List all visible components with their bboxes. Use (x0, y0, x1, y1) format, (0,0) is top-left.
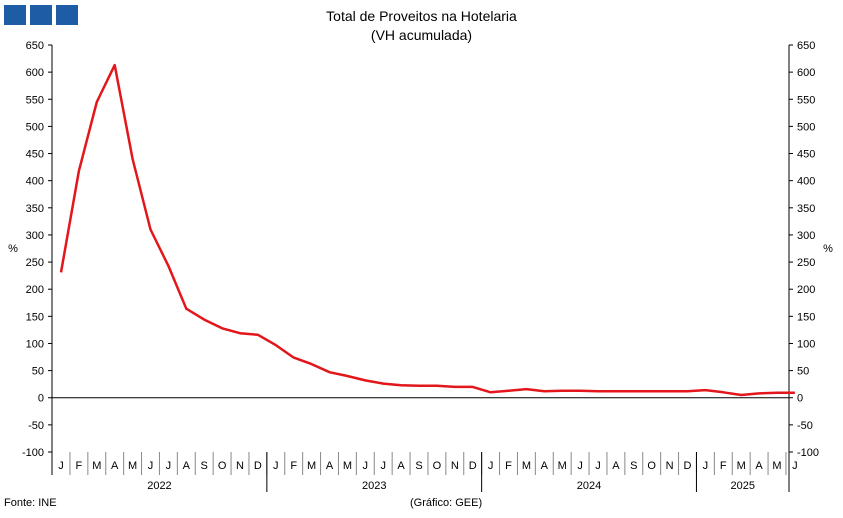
month-tick-label: F (505, 460, 512, 472)
right-tick-label: 200 (797, 284, 815, 296)
left-tick-label: 300 (26, 230, 44, 242)
month-tick-label: F (720, 460, 727, 472)
month-tick-label: A (183, 460, 191, 472)
left-tick-label: 50 (32, 366, 44, 378)
right-tick-label: 300 (797, 230, 815, 242)
right-tick-label: 50 (797, 366, 809, 378)
chart-marks (59, 63, 795, 397)
month-tick-label: O (218, 460, 227, 472)
month-tick-label: M (128, 460, 137, 472)
year-label: 2025 (730, 480, 754, 492)
right-tick-label: 250 (797, 257, 815, 269)
left-tick-label: 500 (26, 121, 44, 133)
month-tick-label: D (684, 460, 692, 472)
month-tick-label: A (111, 460, 119, 472)
logo-square-3 (56, 5, 78, 25)
month-tick-label: J (792, 460, 798, 472)
month-tick-label: D (469, 460, 477, 472)
month-tick-label: D (254, 460, 262, 472)
month-tick-label: N (451, 460, 459, 472)
month-tick-label: A (397, 460, 405, 472)
month-tick-label: J (273, 460, 279, 472)
year-label: 2024 (577, 480, 601, 492)
month-tick-label: J (363, 460, 369, 472)
left-tick-label: -50 (28, 420, 44, 432)
right-tick-label: 500 (797, 121, 815, 133)
month-tick-label: F (76, 460, 83, 472)
credit-note: (Gráfico: GEE) (410, 497, 483, 509)
right-tick-label: 550 (797, 94, 815, 106)
logo-square-1 (4, 5, 26, 25)
month-tick-label: J (166, 460, 172, 472)
left-tick-label: -100 (22, 447, 44, 459)
right-tick-label: 350 (797, 203, 815, 215)
month-tick-label: M (558, 460, 567, 472)
month-tick-label: M (343, 460, 352, 472)
month-tick-label: J (703, 460, 709, 472)
chart-subtitle: (VH acumulada) (370, 27, 473, 43)
year-label: 2023 (362, 480, 386, 492)
right-tick-label: 0 (797, 393, 803, 405)
left-tick-label: 600 (26, 67, 44, 79)
year-label: 2022 (147, 480, 171, 492)
month-tick-label: J (58, 460, 64, 472)
y-axis-label-right: % (823, 243, 833, 255)
month-tick-label: M (92, 460, 101, 472)
right-tick-label: 650 (797, 40, 815, 52)
series-line (59, 63, 795, 397)
month-tick-label: J (595, 460, 601, 472)
source-note: Fonte: INE (4, 497, 57, 509)
left-tick-label: 550 (26, 94, 44, 106)
left-tick-label: 0 (38, 393, 44, 405)
y-axis-label-left: % (8, 243, 18, 255)
month-tick-label: O (433, 460, 442, 472)
chart-title: Total de Proveitos na Hotelaria (326, 8, 517, 24)
month-tick-label: S (201, 460, 208, 472)
month-tick-label: M (522, 460, 531, 472)
month-tick-label: M (737, 460, 746, 472)
left-tick-label: 450 (26, 149, 44, 161)
right-tick-label: 450 (797, 149, 815, 161)
month-tick-label: J (380, 460, 386, 472)
right-tick-label: -100 (797, 447, 819, 459)
month-tick-label: O (647, 460, 656, 472)
right-tick-label: 150 (797, 311, 815, 323)
logo-square-2 (30, 5, 52, 25)
right-tick-label: 600 (797, 67, 815, 79)
left-tick-label: 200 (26, 284, 44, 296)
month-tick-label: A (326, 460, 334, 472)
left-tick-label: 100 (26, 338, 44, 350)
month-tick-label: A (612, 460, 620, 472)
left-tick-label: 400 (26, 176, 44, 188)
left-tick-label: 150 (26, 311, 44, 323)
month-tick-label: M (307, 460, 316, 472)
month-tick-label: S (630, 460, 637, 472)
left-tick-label: 250 (26, 257, 44, 269)
right-tick-label: 400 (797, 176, 815, 188)
month-tick-label: S (415, 460, 422, 472)
right-tick-label: -50 (797, 420, 813, 432)
month-tick-label: J (577, 460, 583, 472)
left-tick-label: 650 (26, 40, 44, 52)
right-tick-label: 100 (797, 338, 815, 350)
month-tick-label: A (541, 460, 549, 472)
month-tick-label: F (290, 460, 297, 472)
left-tick-label: 350 (26, 203, 44, 215)
month-tick-label: N (236, 460, 244, 472)
month-tick-label: A (755, 460, 763, 472)
month-tick-label: J (148, 460, 154, 472)
month-tick-label: M (772, 460, 781, 472)
month-tick-label: N (666, 460, 674, 472)
month-tick-label: J (488, 460, 494, 472)
